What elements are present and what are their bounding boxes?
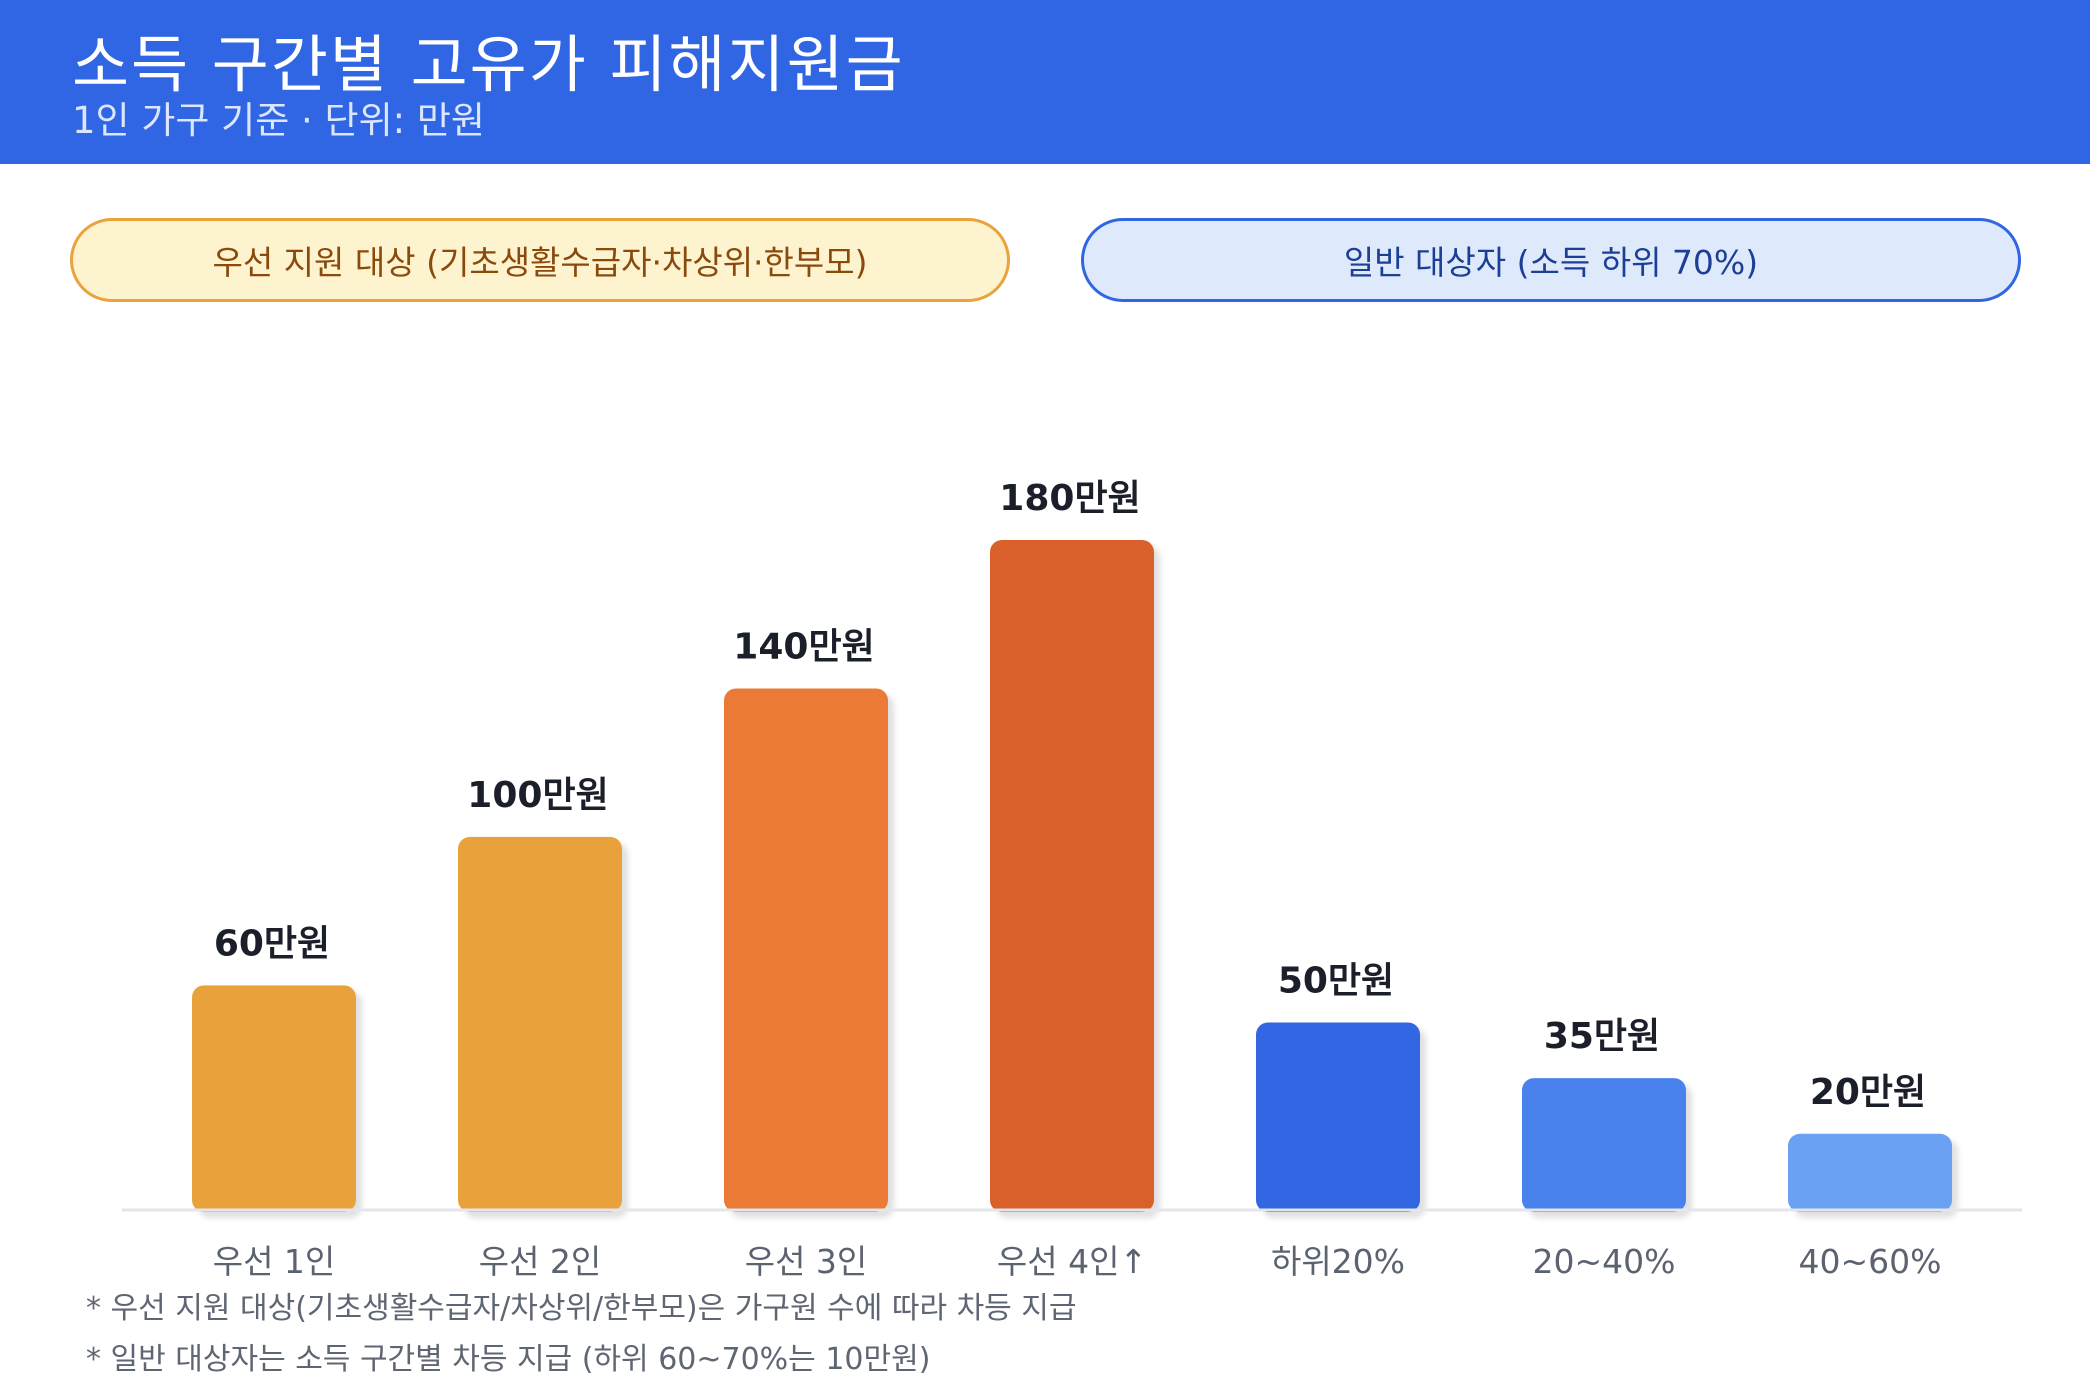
legend-general: 일반 대상자 (소득 하위 70%) [1081,218,2021,302]
bar-5 [1522,1078,1686,1212]
bar-6 [1788,1133,1952,1212]
legend-general-label: 일반 대상자 (소득 하위 70%) [1343,243,1759,282]
category-label-5: 20~40% [1533,1242,1676,1281]
value-label-5: 35만원 [1544,1016,1660,1057]
category-label-2: 우선 3인 [745,1242,868,1281]
bar-3 [990,540,1154,1212]
category-label-1: 우선 2인 [479,1242,602,1281]
bar-4 [1256,1022,1420,1212]
legend-priority-label: 우선 지원 대상 (기초생활수급자·차상위·한부모) [212,243,868,282]
bar-0 [192,985,356,1212]
header-banner: 소득 구간별 고유가 피해지원금 1인 가구 기준 · 단위: 만원 [0,0,2090,164]
value-label-6: 20만원 [1810,1072,1926,1113]
value-label-2: 140만원 [733,626,874,667]
value-label-3: 180만원 [999,478,1140,519]
page-title: 소득 구간별 고유가 피해지원금 [72,28,905,101]
value-label-1: 100만원 [467,775,608,816]
value-label-0: 60만원 [214,923,330,964]
category-label-3: 우선 4인↑ [997,1242,1147,1281]
footnote-general: * 일반 대상자는 소득 구간별 차등 지급 (하위 60~70%는 10만원) [86,1342,931,1377]
category-label-6: 40~60% [1799,1242,1942,1281]
category-label-4: 하위20% [1271,1242,1405,1281]
legend-priority: 우선 지원 대상 (기초생활수급자·차상위·한부모) [70,218,1010,302]
bar-2 [724,688,888,1212]
bar-1 [458,836,622,1212]
category-label-0: 우선 1인 [213,1242,336,1281]
page-subtitle: 1인 가구 기준 · 단위: 만원 [72,99,485,142]
value-label-4: 50만원 [1278,960,1394,1001]
footnote-priority: * 우선 지원 대상(기초생활수급자/차상위/한부모)은 가구원 수에 따라 차… [86,1291,1077,1326]
